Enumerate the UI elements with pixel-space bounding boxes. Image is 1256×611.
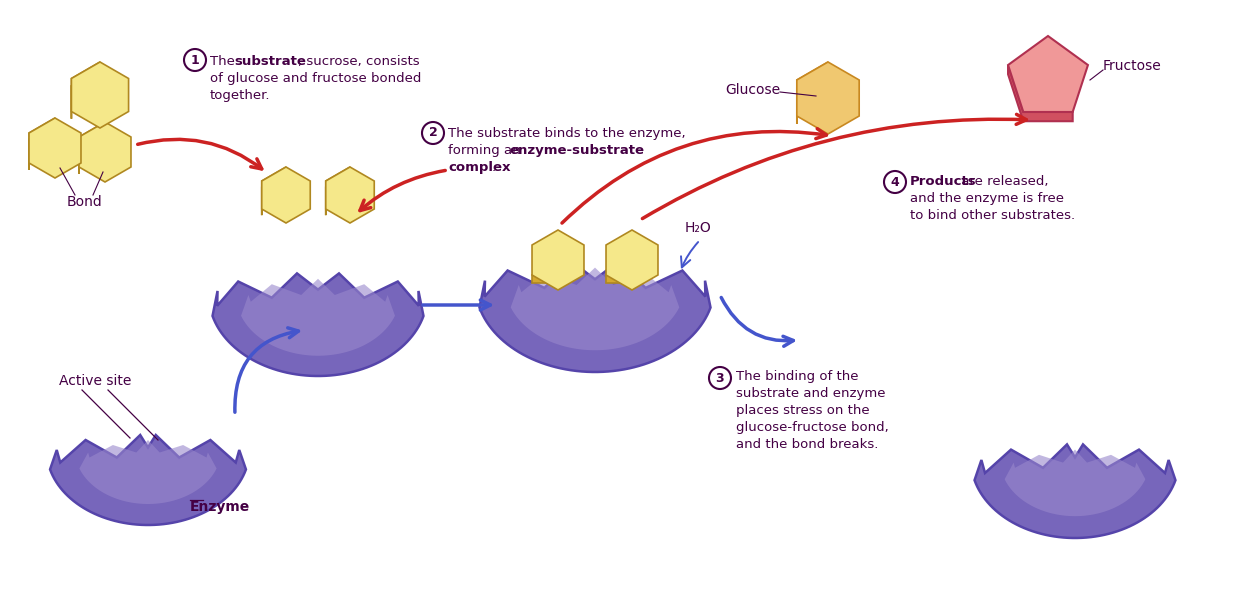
Text: Active site: Active site xyxy=(59,374,131,388)
Polygon shape xyxy=(212,273,423,376)
Polygon shape xyxy=(533,275,558,284)
Polygon shape xyxy=(1009,36,1088,112)
Text: The: The xyxy=(210,55,239,68)
Text: are released,: are released, xyxy=(957,175,1049,188)
Text: enzyme-substrate: enzyme-substrate xyxy=(509,144,644,157)
Text: places stress on the: places stress on the xyxy=(736,404,869,417)
Circle shape xyxy=(422,122,445,144)
Text: Fructose: Fructose xyxy=(1103,59,1162,73)
Polygon shape xyxy=(511,268,679,350)
Text: together.: together. xyxy=(210,89,270,102)
Polygon shape xyxy=(72,62,128,128)
Polygon shape xyxy=(605,275,632,284)
Text: substrate and enzyme: substrate and enzyme xyxy=(736,387,885,400)
Text: and the bond breaks.: and the bond breaks. xyxy=(736,438,878,451)
Polygon shape xyxy=(533,230,584,290)
Polygon shape xyxy=(1009,65,1073,121)
Text: Products: Products xyxy=(911,175,977,188)
Text: Glucose: Glucose xyxy=(725,83,780,97)
Text: 2: 2 xyxy=(428,126,437,139)
Text: The binding of the: The binding of the xyxy=(736,370,859,383)
Text: substrate: substrate xyxy=(234,55,306,68)
Text: .: . xyxy=(492,161,496,174)
Text: of glucose and fructose bonded: of glucose and fructose bonded xyxy=(210,72,421,85)
Polygon shape xyxy=(29,118,80,178)
Polygon shape xyxy=(241,279,394,356)
Polygon shape xyxy=(325,167,350,215)
Text: and the enzyme is free: and the enzyme is free xyxy=(911,192,1064,205)
Polygon shape xyxy=(261,167,310,223)
Polygon shape xyxy=(72,62,100,119)
Text: glucose-fructose bond,: glucose-fructose bond, xyxy=(736,421,889,434)
Polygon shape xyxy=(975,444,1176,538)
Text: to bind other substrates.: to bind other substrates. xyxy=(911,209,1075,222)
Polygon shape xyxy=(261,167,286,215)
Polygon shape xyxy=(480,262,711,372)
Text: forming an: forming an xyxy=(448,144,525,157)
Polygon shape xyxy=(325,167,374,223)
Text: 3: 3 xyxy=(716,371,725,384)
Text: , sucrose, consists: , sucrose, consists xyxy=(298,55,420,68)
Text: complex: complex xyxy=(448,161,510,174)
Text: 1: 1 xyxy=(191,54,200,67)
Circle shape xyxy=(884,171,906,193)
Text: Enzyme: Enzyme xyxy=(190,500,250,514)
Polygon shape xyxy=(796,62,828,124)
Text: H₂O: H₂O xyxy=(685,221,712,235)
Text: 4: 4 xyxy=(891,175,899,189)
Circle shape xyxy=(708,367,731,389)
Circle shape xyxy=(183,49,206,71)
Polygon shape xyxy=(796,62,859,134)
Polygon shape xyxy=(1005,450,1145,516)
Polygon shape xyxy=(79,440,216,504)
Polygon shape xyxy=(79,122,131,182)
Text: Bond: Bond xyxy=(67,195,103,209)
Polygon shape xyxy=(29,118,55,170)
Polygon shape xyxy=(605,230,658,290)
Polygon shape xyxy=(50,435,246,525)
Text: The substrate binds to the enzyme,: The substrate binds to the enzyme, xyxy=(448,127,686,140)
Polygon shape xyxy=(79,122,106,174)
